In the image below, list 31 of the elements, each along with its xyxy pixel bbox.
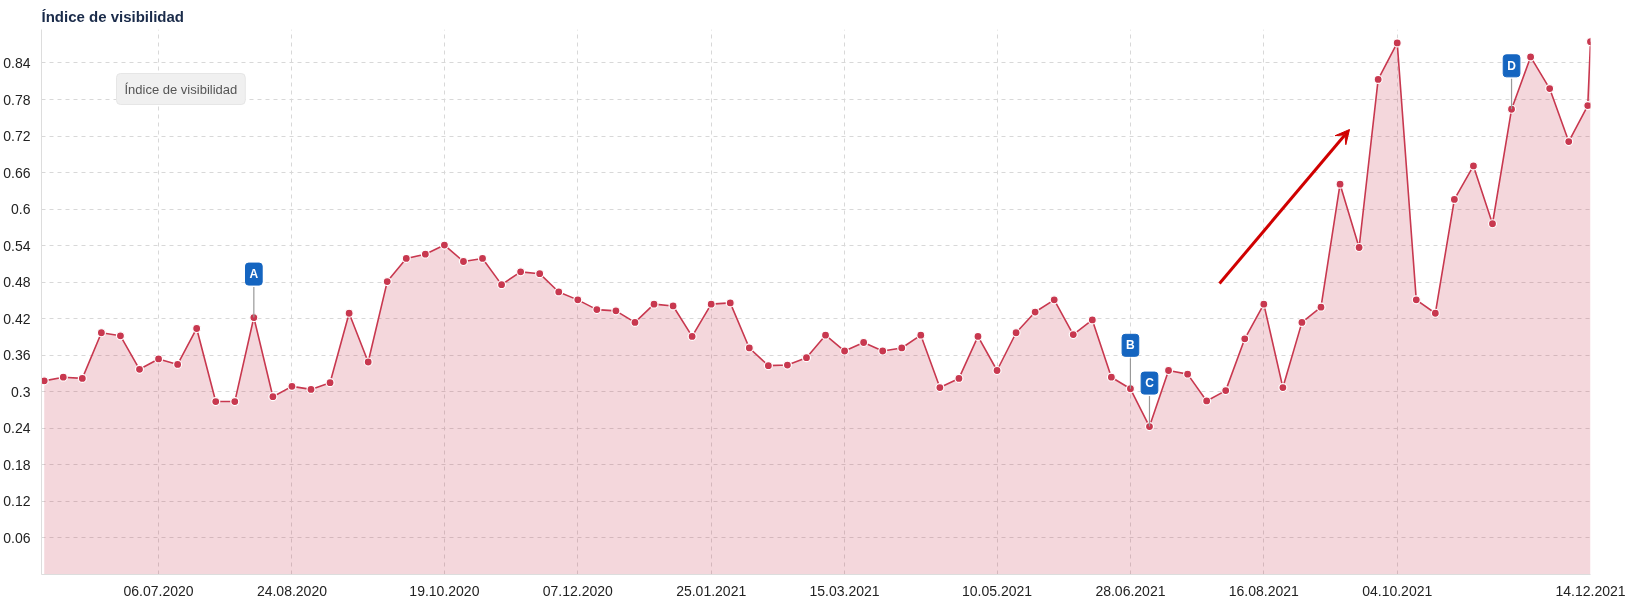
x-tick-label: 16.08.2021 (1228, 582, 1300, 599)
y-tick-label: 0.78 (3, 91, 31, 108)
y-tick-label: 0.24 (3, 420, 31, 437)
y-tick-label: 0.84 (3, 54, 31, 71)
annotation: A (249, 267, 259, 282)
y-tick-label: 0.12 (3, 493, 31, 510)
annotation: Índice de visibilidad (124, 81, 238, 97)
y-tick-label: 0.66 (3, 164, 31, 181)
y-tick-label: 0.3 (11, 383, 31, 400)
y-tick-label: 0.42 (3, 310, 31, 327)
y-tick-label: 0.36 (3, 347, 31, 364)
x-tick-label: 24.08.2020 (256, 582, 328, 599)
annotation: C (1145, 376, 1155, 391)
x-tick-label: 15.03.2021 (809, 582, 880, 599)
y-tick-label: 0.6 (11, 201, 31, 218)
chart-title: Índice de visibilidad (41, 7, 185, 25)
y-tick-label: 0.72 (3, 128, 31, 145)
y-tick-label: 0.48 (3, 274, 31, 291)
x-tick-label: 06.07.2020 (123, 582, 194, 599)
x-tick-label: 19.10.2020 (409, 582, 480, 599)
y-tick-label: 0.54 (3, 237, 31, 254)
y-tick-label: 0.18 (3, 456, 31, 473)
x-tick-label: 25.01.2021 (676, 582, 747, 599)
x-tick-label: 07.12.2020 (542, 582, 614, 599)
y-tick-label: 0.06 (3, 529, 31, 546)
x-tick-label: 14.12.2021 (1555, 582, 1626, 599)
x-tick-label: 28.06.2021 (1095, 582, 1166, 599)
x-tick-label: 10.05.2021 (962, 582, 1033, 599)
x-tick-label: 04.10.2021 (1362, 582, 1433, 599)
annotation: D (1507, 58, 1517, 73)
annotation: B (1126, 338, 1136, 353)
